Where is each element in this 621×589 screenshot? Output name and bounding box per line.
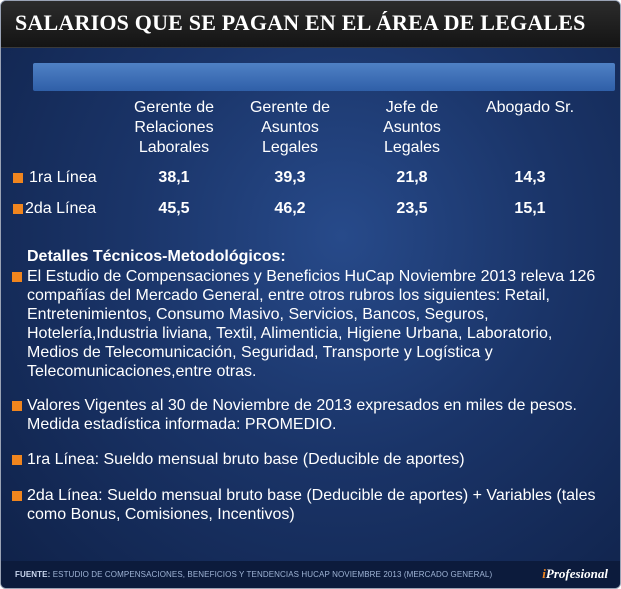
source-text: ESTUDIO DE COMPENSACIONES, BENEFICIOS Y … — [52, 570, 493, 579]
note-text: 1ra Línea: Sueldo mensual bruto base (De… — [27, 451, 465, 468]
column-header-gerente-relaciones-laborales: Gerente de Relaciones Laborales — [133, 99, 215, 156]
details-heading: Detalles Técnicos-Metodológicos: — [27, 248, 286, 265]
table-cell: 15,1 — [514, 200, 546, 217]
source-label: FUENTE: — [15, 570, 51, 579]
note-text: 2da Línea: Sueldo mensual bruto base (De… — [27, 487, 596, 523]
source-note: FUENTE: ESTUDIO DE COMPENSACIONES, BENEF… — [15, 570, 492, 579]
details-note-2da-linea: 2da Línea: Sueldo mensual bruto base (De… — [12, 486, 597, 524]
details-note-study: El Estudio de Compensaciones y Beneficio… — [12, 267, 597, 381]
column-header-jefe-asuntos-legales: Jefe de Asuntos Legales — [383, 99, 441, 156]
logo-text: Profesional — [545, 566, 608, 581]
table-cell: 23,5 — [396, 200, 428, 217]
orange-bullet-icon — [12, 491, 22, 501]
table-header-strip — [33, 63, 615, 91]
orange-bullet-icon — [12, 401, 22, 411]
row-label: 1ra Línea — [29, 169, 97, 186]
page-title: SALARIOS QUE SE PAGAN EN EL ÁREA DE LEGA… — [15, 10, 586, 35]
row-label: 2da Línea — [25, 200, 97, 217]
note-text: Valores Vigentes al 30 de Noviembre de 2… — [27, 397, 577, 433]
table-cell: 38,1 — [158, 169, 190, 186]
table-cell: 46,2 — [274, 200, 306, 217]
details-note-1ra-linea: 1ra Línea: Sueldo mensual bruto base (De… — [12, 450, 597, 469]
iprofesional-logo: iProfesional — [542, 566, 608, 582]
note-text: El Estudio de Compensaciones y Beneficio… — [27, 268, 596, 380]
table-cell: 39,3 — [274, 169, 306, 186]
column-header-abogado-sr: Abogado Sr. — [485, 99, 575, 116]
details-note-values: Valores Vigentes al 30 de Noviembre de 2… — [12, 396, 597, 434]
column-header-gerente-asuntos-legales: Gerente de Asuntos Legales — [249, 99, 331, 156]
table-cell: 14,3 — [514, 169, 546, 186]
table-cell: 21,8 — [396, 169, 428, 186]
table-cell: 45,5 — [158, 200, 190, 217]
orange-bullet-icon — [13, 173, 23, 183]
footer: FUENTE: ESTUDIO DE COMPENSACIONES, BENEF… — [1, 561, 620, 588]
table-row: 2da Línea 45,5 46,2 23,5 15,1 — [1, 197, 620, 221]
title-bar: SALARIOS QUE SE PAGAN EN EL ÁREA DE LEGA… — [1, 1, 620, 48]
table-row: 1ra Línea 38,1 39,3 21,8 14,3 — [1, 166, 620, 190]
logo-prefix: i — [542, 566, 546, 581]
orange-bullet-icon — [12, 455, 22, 465]
orange-bullet-icon — [13, 204, 23, 214]
orange-bullet-icon — [12, 272, 22, 282]
